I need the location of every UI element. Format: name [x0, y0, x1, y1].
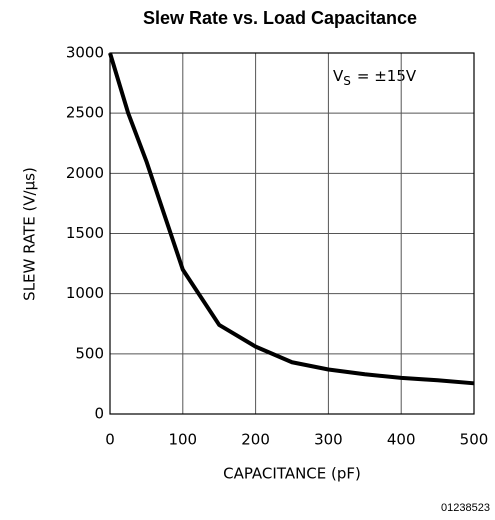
chart-title: Slew Rate vs. Load Capacitance — [143, 8, 417, 28]
y-tick-label: 3000 — [66, 44, 104, 62]
x-axis-label: CAPACITANCE (pF) — [223, 465, 361, 483]
plot-frame — [109, 52, 475, 415]
annotation-subscript: S — [343, 74, 351, 88]
x-tick-label: 0 — [105, 431, 115, 449]
y-tick-label: 1500 — [66, 224, 104, 242]
annotation-text: V — [333, 67, 344, 85]
x-tick-label: 400 — [387, 431, 416, 449]
annotation: VS = ±15V — [333, 67, 417, 88]
annotation-text: = ±15V — [357, 67, 417, 85]
x-tick-label: 500 — [460, 431, 489, 449]
x-tick-label: 200 — [241, 431, 270, 449]
y-tick-label: 2000 — [66, 164, 104, 182]
x-tick-label: 300 — [314, 431, 343, 449]
y-axis-label: SLEW RATE (V/μs) — [21, 167, 39, 301]
figure-code: 01238523 — [441, 502, 490, 514]
y-tick-label: 1000 — [66, 284, 104, 302]
data-line — [108, 52, 475, 386]
y-tick-label: 2500 — [66, 104, 104, 122]
y-tick-label: 0 — [94, 405, 104, 423]
y-tick-label: 500 — [75, 344, 104, 362]
x-tick-label: 100 — [168, 431, 197, 449]
